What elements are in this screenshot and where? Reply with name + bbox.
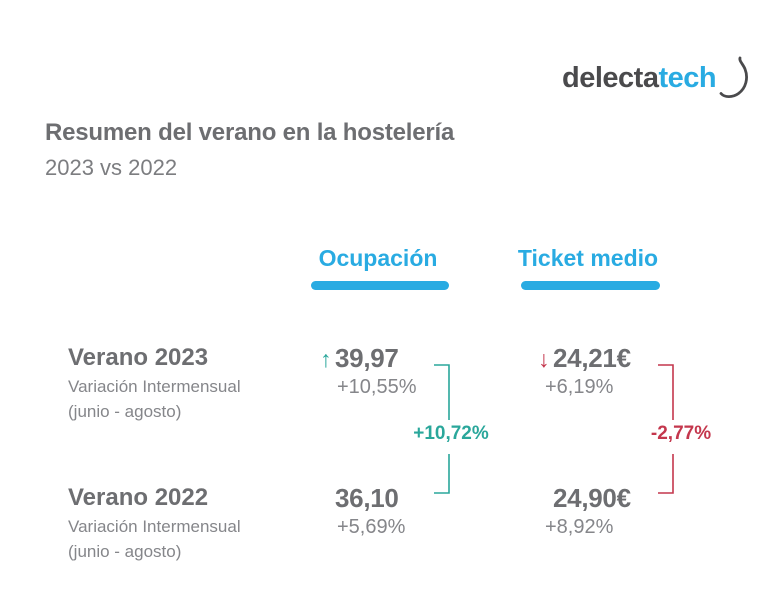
logo-text-primary: delecta	[562, 62, 659, 94]
column-header-ticket-medio: Ticket medio	[517, 245, 659, 271]
logo-swoosh-icon	[719, 56, 749, 107]
variation-ticket-2022: +8,92%	[545, 516, 614, 538]
variation-ticket-2023: +6,19%	[545, 376, 614, 398]
yoy-delta-ticket-medio: -2,77%	[650, 423, 712, 444]
row-sublabel-1-verano-2023: Variación Intermensual	[68, 377, 241, 396]
row-label-verano-2023: Verano 2023	[68, 344, 209, 371]
page-subtitle: 2023 vs 2022	[45, 155, 178, 180]
column-underline-ocupacion	[311, 281, 449, 290]
variation-ocupacion-2022: +5,69%	[337, 516, 406, 538]
trend-down-icon: ↓	[538, 346, 550, 372]
column-underline-ticket-medio	[521, 281, 660, 290]
value-ticket-2023: 24,21€	[553, 343, 631, 373]
row-sublabel-1-verano-2022: Variación Intermensual	[68, 517, 241, 536]
value-ticket-2022: 24,90€	[553, 483, 631, 513]
value-ocupacion-2023: 39,97	[335, 343, 399, 373]
row-label-verano-2022: Verano 2022	[68, 484, 209, 511]
brand-logo: delecta tech	[562, 56, 749, 107]
column-header-ocupacion: Ocupación	[318, 245, 438, 271]
row-sublabel-2-verano-2023: (junio - agosto)	[68, 402, 182, 421]
page-title: Resumen del verano en la hostelería	[45, 119, 455, 146]
row-sublabel-2-verano-2022: (junio - agosto)	[68, 542, 182, 561]
logo-text-secondary: tech	[658, 62, 717, 94]
yoy-delta-ocupacion: +10,72%	[413, 423, 489, 444]
trend-up-icon: ↑	[320, 346, 332, 372]
value-ocupacion-2022: 36,10	[335, 483, 399, 513]
variation-ocupacion-2023: +10,55%	[337, 376, 417, 398]
